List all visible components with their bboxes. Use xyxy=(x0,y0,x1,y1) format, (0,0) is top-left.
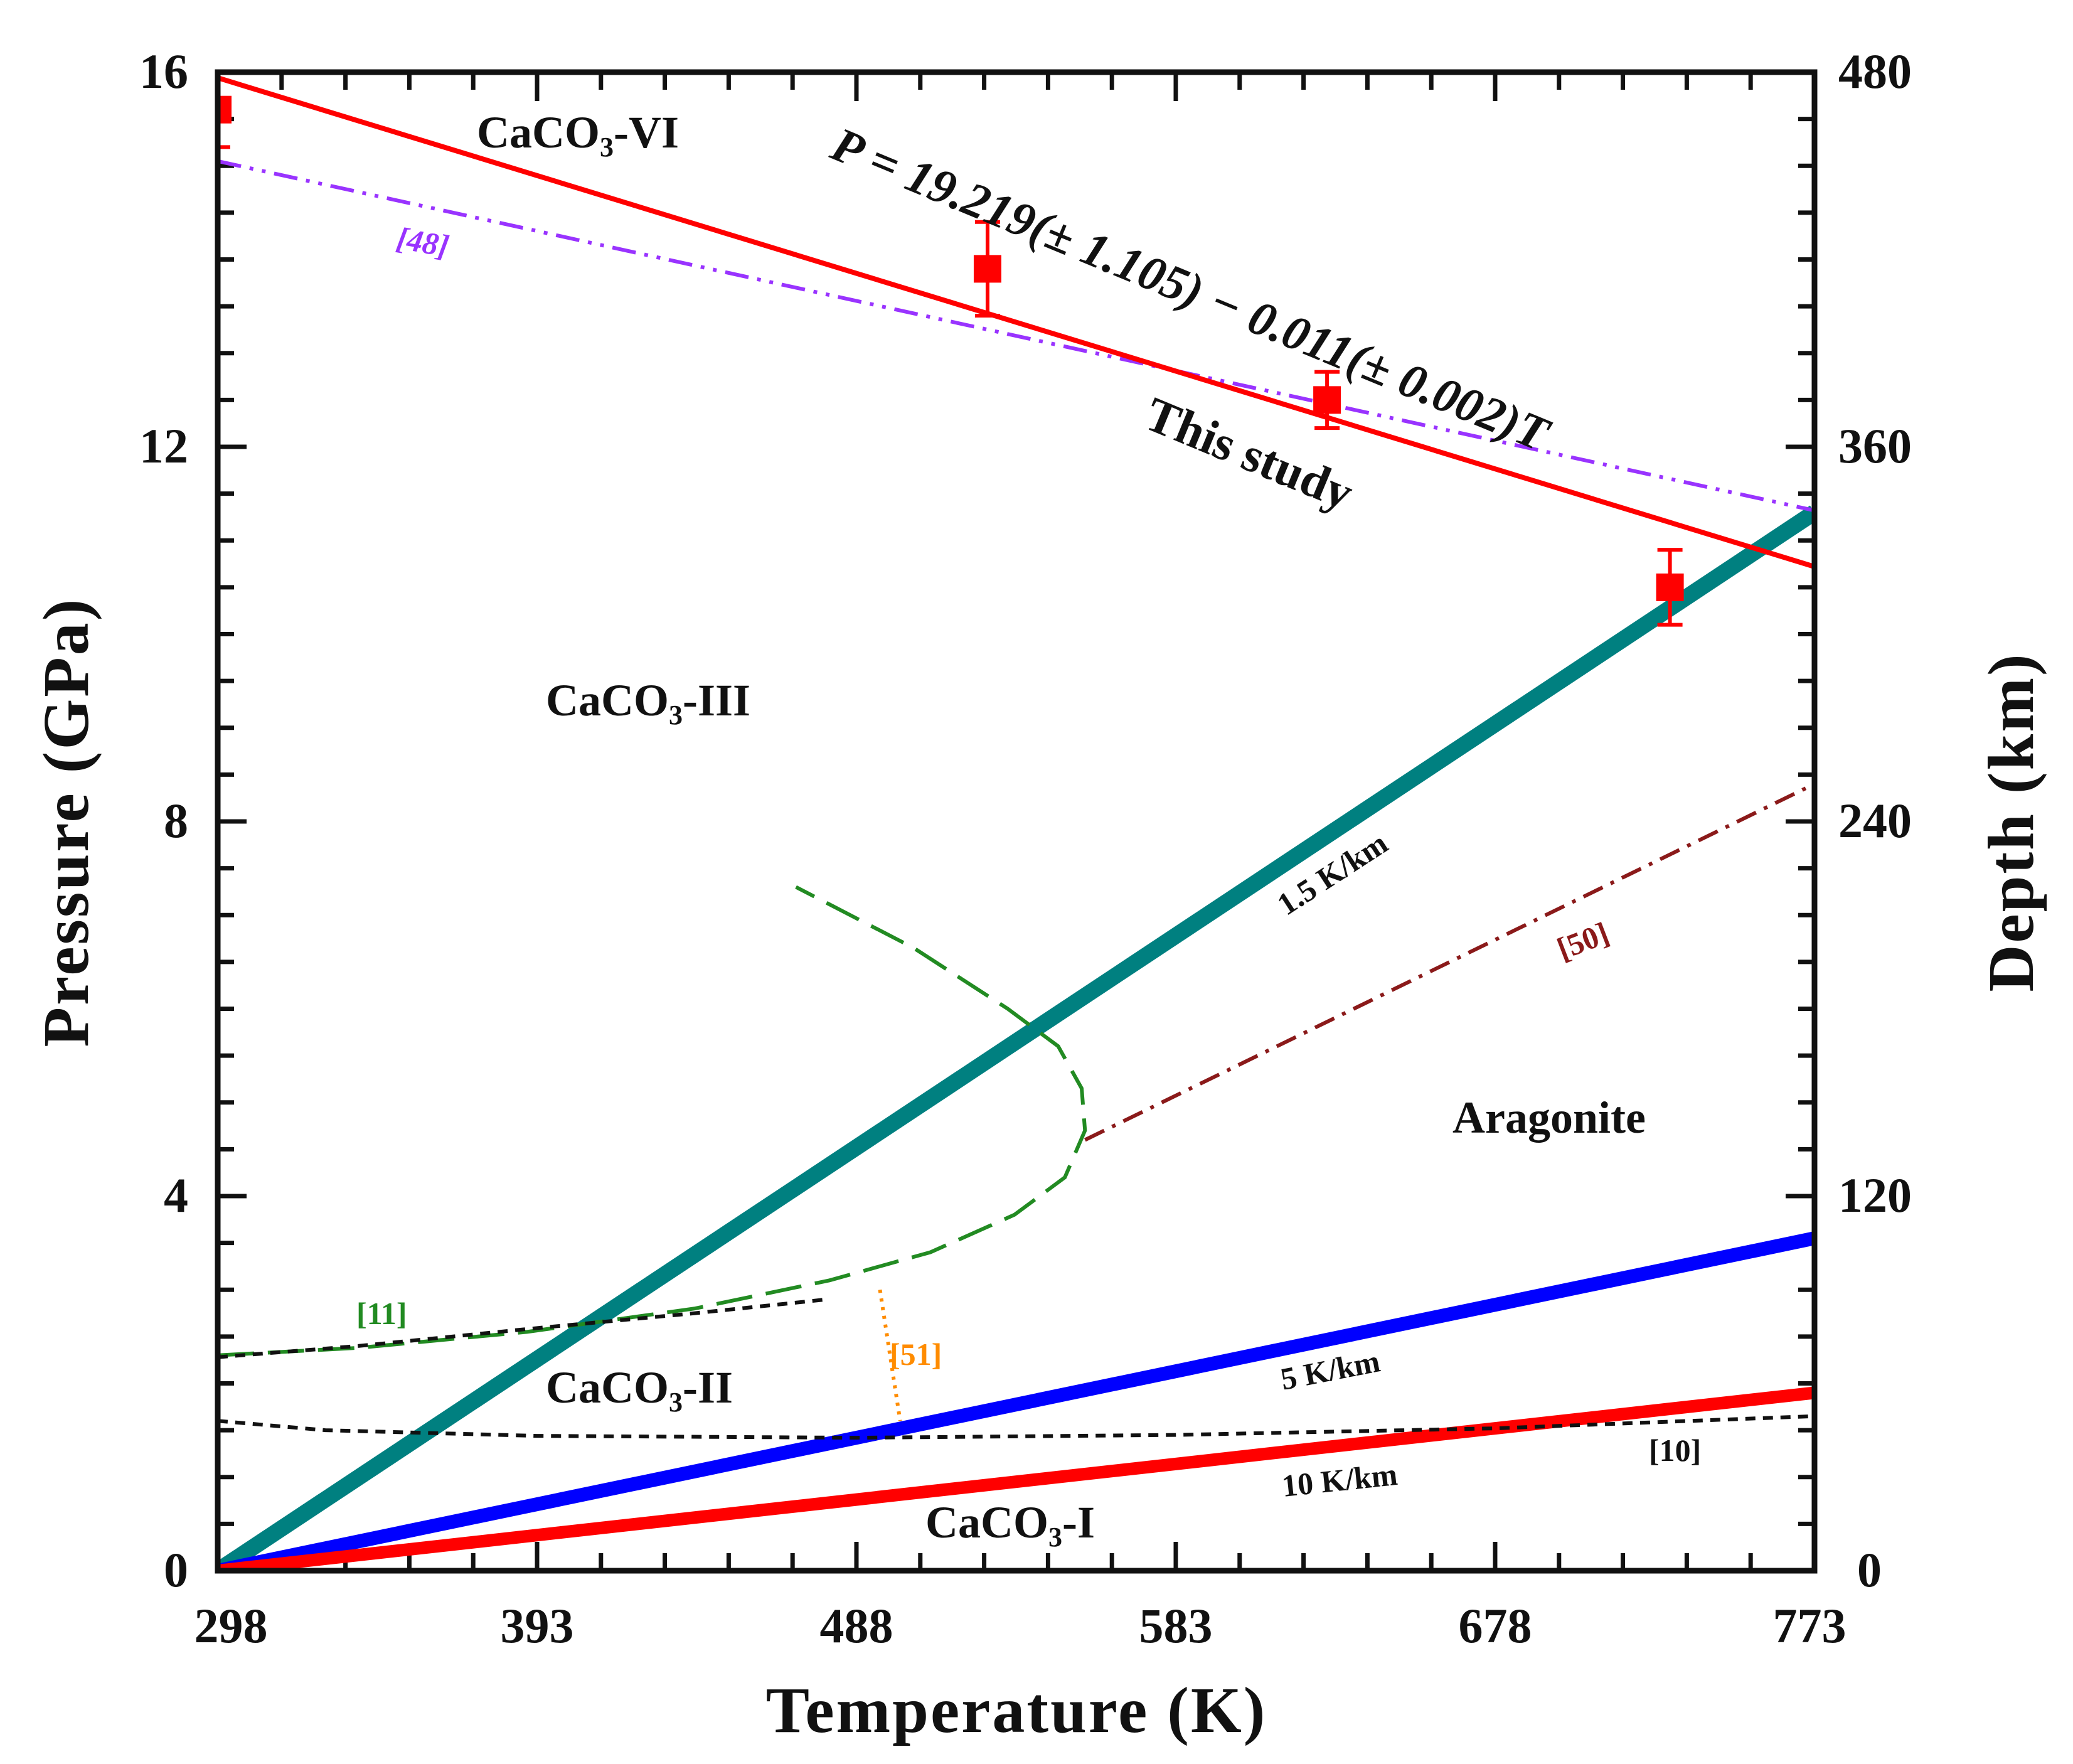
region-suffix: -II xyxy=(683,1362,733,1413)
data-point xyxy=(1656,548,1684,627)
geotherm-10-line xyxy=(218,1386,1815,1571)
y-tick-label: 12 xyxy=(139,419,188,473)
data-point xyxy=(1313,370,1341,430)
ref48-label: [48] xyxy=(394,220,452,264)
this-study-data-points xyxy=(218,72,1684,627)
ref51-label: [51] xyxy=(890,1337,942,1372)
data-point-marker xyxy=(973,255,1001,283)
ref10-label: [10] xyxy=(1649,1433,1701,1468)
region-label-caco3-ii: CaCO3-II xyxy=(546,1362,733,1418)
ref50-label: [50] xyxy=(1552,915,1614,966)
region-main: CaCO xyxy=(546,675,669,725)
x-tick-label: 678 xyxy=(1459,1598,1532,1653)
x-tick-label: 583 xyxy=(1139,1598,1213,1653)
y2-tick-label: 120 xyxy=(1838,1168,1912,1222)
region-subscript: 3 xyxy=(1048,1522,1062,1553)
data-point-marker xyxy=(1313,386,1341,414)
region-main: CaCO xyxy=(925,1497,1048,1548)
region-suffix: -VI xyxy=(614,107,679,158)
y2-tick-label: 360 xyxy=(1838,419,1912,473)
x-tick-label: 773 xyxy=(1773,1598,1847,1653)
region-suffix: -III xyxy=(683,675,750,725)
ref10-curve xyxy=(218,1414,1815,1440)
x-tick-label: 298 xyxy=(195,1598,268,1653)
data-point-marker xyxy=(218,95,232,124)
ref48-line xyxy=(218,159,1815,513)
ref11-curve xyxy=(218,885,1087,1357)
y2-axis-title: Depth (km) xyxy=(1975,652,2047,992)
tick-labels: 298 393 488 583 678 773 0 4 8 12 16 0 12… xyxy=(139,44,1912,1653)
ref11-label: [11] xyxy=(356,1296,407,1331)
ref11-black-dash xyxy=(218,1297,830,1359)
region-label-caco3-vi: CaCO3-VI xyxy=(477,107,679,163)
region-label-caco3-iii: CaCO3-III xyxy=(546,675,750,730)
ref50-line xyxy=(1084,782,1815,1142)
x-axis-title: Temperature (K) xyxy=(766,1674,1267,1746)
data-point xyxy=(973,220,1001,318)
region-main: CaCO xyxy=(477,107,600,158)
region-main: CaCO xyxy=(546,1362,669,1413)
data-point-marker xyxy=(1656,573,1684,601)
x-tick-label: 488 xyxy=(820,1598,893,1653)
y-tick-label: 4 xyxy=(164,1168,188,1222)
plot-frame xyxy=(215,69,1818,1574)
x-tick-label: 393 xyxy=(501,1598,574,1653)
region-subscript: 3 xyxy=(669,700,683,730)
region-label-aragonite: Aragonite xyxy=(1452,1093,1646,1143)
y-axis-title: Pressure (GPa) xyxy=(30,597,102,1047)
region-suffix: -I xyxy=(1062,1497,1095,1548)
region-label-caco3-i: CaCO3-I xyxy=(925,1497,1095,1553)
this-study-fit-line xyxy=(218,75,1815,569)
y2-tick-label: 480 xyxy=(1838,44,1912,99)
y2-tick-label: 240 xyxy=(1838,793,1912,848)
y-tick-label: 8 xyxy=(164,793,188,848)
series-layer xyxy=(218,72,1815,1571)
geotherm-5-line xyxy=(218,1231,1815,1571)
y-tick-label: 16 xyxy=(139,44,188,99)
data-point xyxy=(218,72,232,149)
geotherm-10-label: 10 K/km xyxy=(1280,1457,1399,1504)
y2-tick-label: 0 xyxy=(1857,1542,1882,1597)
axis-ticks xyxy=(215,70,1817,1573)
region-subscript: 3 xyxy=(669,1387,683,1418)
y-tick-label: 0 xyxy=(164,1542,188,1597)
region-subscript: 3 xyxy=(600,132,614,163)
geotherm-1p5-line xyxy=(218,505,1815,1571)
